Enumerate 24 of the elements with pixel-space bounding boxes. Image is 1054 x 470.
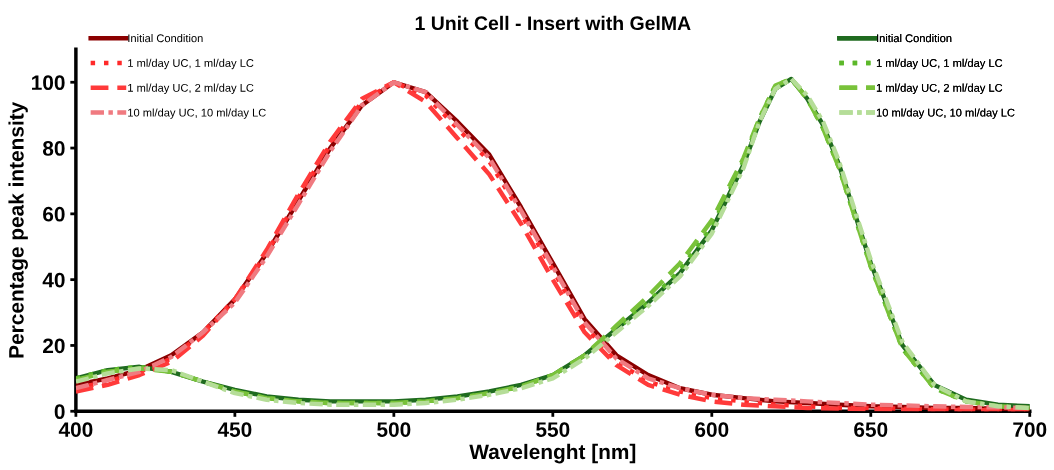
- legend-label: 1 ml/day UC, 1 ml/day LC: [876, 58, 1003, 70]
- legend-label: 1 ml/day UC, 2 ml/day LC: [876, 83, 1003, 94]
- legend-label: 10 ml/day UC, 10 ml/day LC: [876, 108, 1015, 119]
- x-tick-label: 600: [695, 422, 729, 437]
- y-tick-label: 40: [42, 272, 65, 288]
- y-tick-label: 20: [43, 338, 65, 354]
- legend-label: Initial Condition: [877, 34, 952, 43]
- x-axis-title: Wavelenght [nm]: [469, 443, 636, 464]
- legend-label: 10 ml/day UC, 10 ml/day LC: [128, 108, 266, 119]
- legend-label: 1 ml/day UC, 1 ml/day LC: [128, 58, 254, 70]
- x-tick-label: 650: [854, 422, 888, 437]
- x-tick-label: 500: [377, 422, 411, 437]
- x-tick-label: 700: [1013, 422, 1047, 437]
- legend-label: Initial Condition: [128, 34, 203, 43]
- legend-label: 1 ml/day UC, 2 ml/day LC: [128, 83, 254, 94]
- y-axis-title: Percentage peak intensity: [8, 101, 28, 358]
- x-tick-label: 400: [58, 422, 93, 437]
- y-tick-label: 80: [42, 141, 65, 156]
- x-tick-label: 450: [217, 422, 252, 437]
- y-tick-label: 60: [43, 206, 65, 222]
- y-tick-label: 100: [32, 75, 65, 90]
- y-tick-label: 0: [54, 404, 65, 419]
- x-tick-label: 550: [536, 422, 570, 437]
- chart-title: 1 Unit Cell - Insert with GelMA: [415, 15, 691, 31]
